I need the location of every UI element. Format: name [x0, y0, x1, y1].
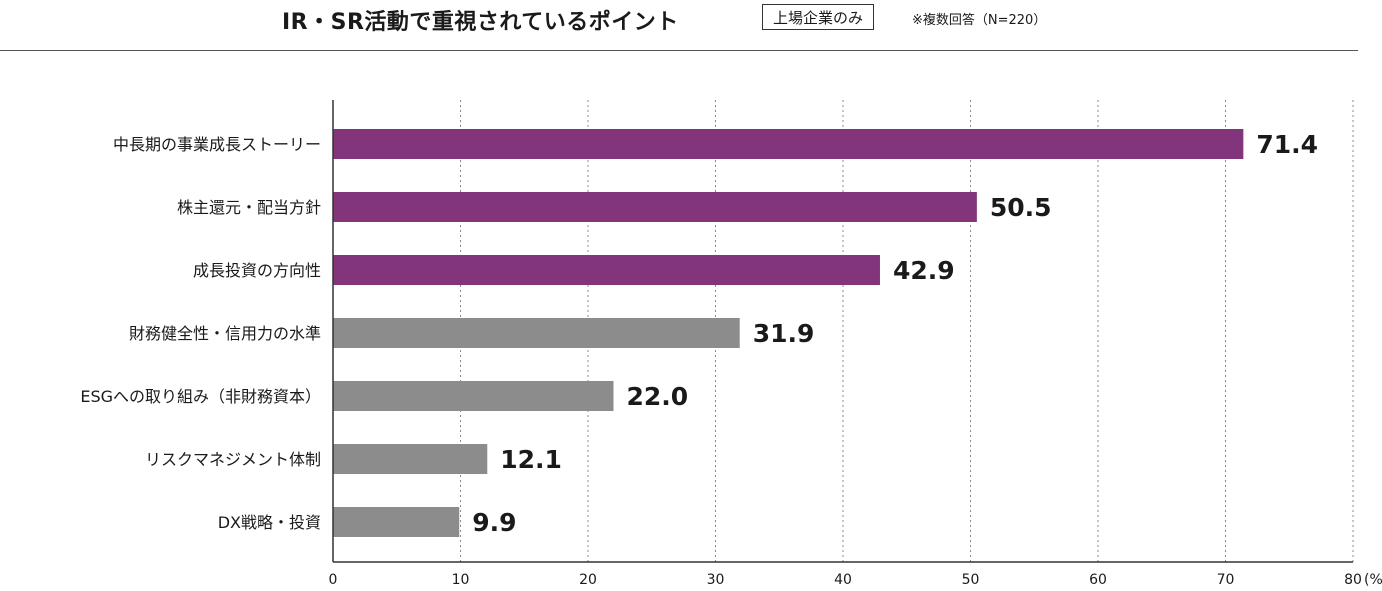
chart-title: IR・SR活動で重視されているポイント — [282, 10, 679, 35]
category-label: 中長期の事業成長ストーリー — [113, 135, 321, 154]
value-label: 71.4 — [1256, 130, 1318, 159]
value-label: 9.9 — [472, 508, 516, 537]
x-tick-label: 40 — [834, 572, 852, 588]
category-label: 株主還元・配当方針 — [177, 198, 321, 217]
chart-header: IR・SR活動で重視されているポイント 上場企業のみ ※複数回答（N=220） — [0, 0, 1382, 40]
x-tick-label: 50 — [962, 572, 980, 588]
value-label: 42.9 — [893, 256, 955, 285]
category-label: ESGへの取り組み（非財務資本） — [80, 387, 321, 406]
x-tick-label: 70 — [1217, 572, 1235, 588]
bar — [333, 129, 1244, 159]
bar — [333, 318, 740, 348]
value-label: 12.1 — [500, 445, 562, 474]
x-tick-label: 10 — [452, 572, 470, 588]
category-label: 成長投資の方向性 — [193, 261, 321, 280]
bar — [333, 192, 977, 222]
bar — [333, 255, 880, 285]
labels: 0 10 20 30 40 50 60 70 80(%) 中長期の事業成長ストーリー 71.4 株主還… — [80, 130, 1382, 588]
x-tick-label: 30 — [707, 572, 725, 588]
x-tick-label: 60 — [1089, 572, 1107, 588]
category-label: 財務健全性・信用力の水準 — [129, 324, 321, 343]
axes — [332, 100, 1353, 563]
x-tick-label: 80 — [1344, 572, 1362, 588]
bar — [333, 507, 460, 537]
x-tick-label: 20 — [579, 572, 597, 588]
listed-companies-badge: 上場企業のみ — [762, 4, 875, 30]
value-label: 31.9 — [753, 319, 815, 348]
header-divider — [0, 50, 1358, 51]
value-label: 50.5 — [990, 193, 1052, 222]
bars — [333, 129, 1244, 537]
x-unit-label: (%) — [1364, 572, 1382, 588]
value-label: 22.0 — [627, 382, 689, 411]
sample-note: ※複数回答（N=220） — [912, 13, 1047, 28]
x-tick-label: 0 — [329, 572, 338, 588]
category-label: リスクマネジメント体制 — [145, 450, 321, 469]
bar — [333, 381, 614, 411]
category-label: DX戦略・投資 — [218, 513, 321, 532]
bar — [333, 444, 488, 474]
